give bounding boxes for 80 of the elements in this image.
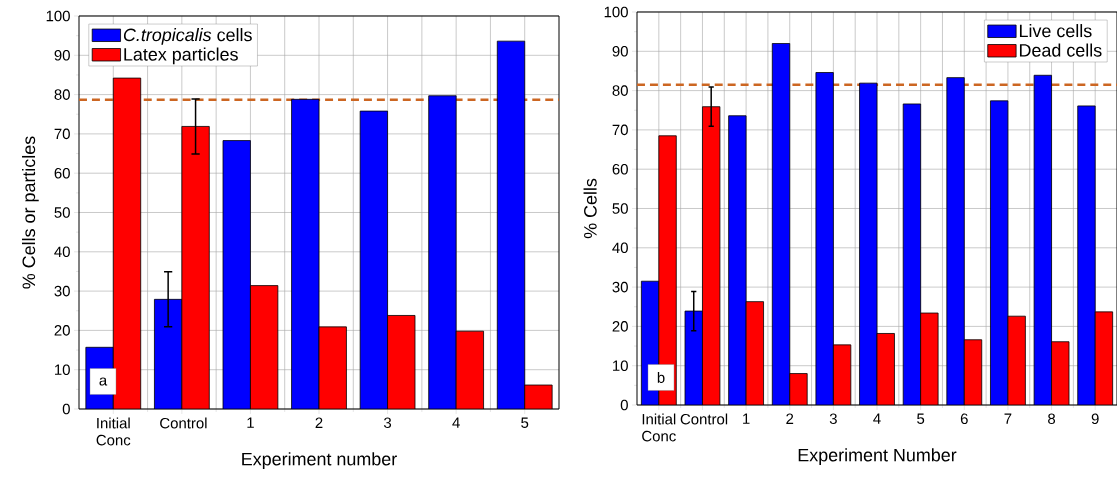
legend-label: Dead cells [1019, 43, 1102, 57]
bar [113, 78, 141, 409]
x-tick-label: 6 [960, 413, 968, 425]
x-tick-label: Initial Conc [96, 417, 131, 446]
y-tick-label: 10 [55, 364, 70, 375]
y-tick-label: 60 [54, 167, 70, 179]
x-axis-title: Experiment Number [798, 448, 957, 465]
y-tick-label: 0 [620, 399, 628, 411]
x-tick-label: 8 [1048, 413, 1056, 425]
y-tick-label: 80 [54, 89, 70, 100]
bar [360, 111, 388, 409]
x-axis-title: Experiment number [242, 452, 397, 469]
bar [746, 301, 764, 405]
x-tick-label: 1 [743, 413, 750, 424]
y-tick-label: 90 [612, 46, 628, 57]
bar [1094, 311, 1114, 405]
y-tick-label: 50 [612, 203, 628, 214]
bar [702, 106, 720, 405]
x-tick-label: Initial Conc [642, 413, 676, 442]
bar [319, 326, 347, 409]
bar [1077, 105, 1096, 405]
y-tick-label: 100 [604, 6, 628, 18]
bar [772, 43, 790, 405]
bar [789, 373, 808, 405]
x-tick-label: 3 [829, 413, 837, 425]
y-tick-label: 30 [54, 285, 70, 297]
annotation: b [657, 372, 665, 383]
x-tick-label: 9 [1091, 413, 1099, 425]
bar [154, 299, 182, 409]
legend-label: Latex particles [124, 47, 238, 65]
annotation: a [99, 377, 108, 386]
bar [728, 115, 747, 405]
bar [859, 83, 878, 405]
y-tick-label: 10 [613, 360, 628, 371]
y-tick-label: 70 [612, 124, 628, 136]
bar [990, 100, 1008, 405]
bar [250, 285, 278, 409]
bar [181, 126, 210, 409]
y-tick-label: 50 [54, 207, 70, 218]
y-tick-label: 90 [54, 50, 70, 61]
bar [291, 99, 319, 409]
x-tick-label: 1 [247, 417, 254, 428]
x-tick-label: Control [160, 417, 207, 429]
y-tick-label: 60 [612, 163, 628, 175]
bar [903, 103, 921, 405]
bar [1034, 75, 1052, 405]
legend-label: Live cells [1019, 24, 1092, 38]
y-tick-label: 20 [54, 325, 70, 336]
x-tick-label: 4 [452, 417, 460, 428]
bar [387, 315, 415, 409]
x-tick-label: 5 [917, 413, 925, 424]
x-tick-label: 2 [786, 413, 794, 424]
y-tick-label: 80 [612, 85, 628, 96]
bar [946, 77, 965, 405]
bar [1007, 316, 1026, 405]
bar [496, 40, 526, 409]
x-tick-label: 5 [521, 417, 529, 428]
y-tick-label: 70 [54, 128, 70, 140]
bar [428, 95, 457, 409]
x-tick-label: 3 [383, 417, 392, 429]
y-axis-title: % Cells [583, 178, 597, 239]
bar [877, 333, 895, 405]
bar [456, 331, 484, 409]
bar [1051, 341, 1070, 405]
x-tick-label: 2 [315, 417, 323, 428]
legend-label: C.tropicalis cells [123, 28, 252, 45]
bar [223, 140, 251, 409]
y-tick-label: 30 [612, 281, 628, 293]
x-tick-label: 7 [1004, 413, 1012, 424]
y-tick-label: 40 [612, 242, 628, 254]
bar [920, 313, 939, 405]
bar [815, 72, 834, 405]
y-axis-title: % Cells or particles [22, 136, 39, 289]
y-tick-label: 100 [46, 10, 70, 22]
y-tick-label: 0 [62, 403, 70, 415]
x-tick-label: 4 [873, 413, 881, 424]
y-tick-label: 40 [54, 246, 70, 258]
x-tick-label: Control [680, 413, 728, 425]
bar [964, 339, 982, 405]
y-tick-label: 20 [612, 321, 628, 332]
